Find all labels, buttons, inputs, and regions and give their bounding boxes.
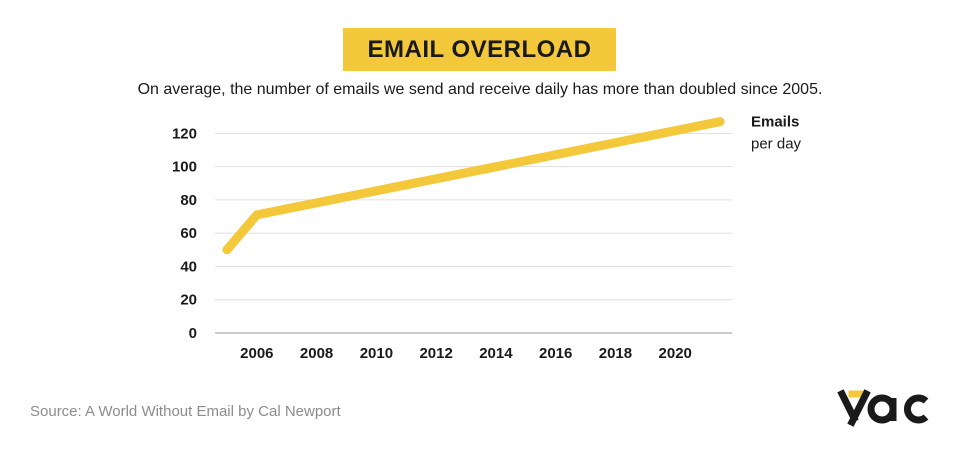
chart-title: EMAIL OVERLOAD: [367, 35, 592, 63]
x-tick-label: 2008: [300, 345, 333, 362]
x-tick-label: 2016: [539, 345, 572, 362]
x-tick-label: 2018: [599, 345, 632, 362]
series-line: [222, 117, 725, 255]
y-tick-label: 100: [172, 159, 197, 176]
chart-subtitle: On average, the number of emails we send…: [137, 81, 823, 98]
series-label-per-day: per day: [751, 136, 802, 153]
x-tick-label: 2020: [659, 345, 692, 362]
x-tick-label: 2014: [479, 345, 513, 362]
y-tick-label: 0: [189, 325, 197, 342]
title-banner: EMAIL OVERLOAD: [343, 28, 616, 71]
x-tick-label: 2006: [240, 345, 273, 362]
yac-logo-icon: [837, 389, 929, 427]
y-tick-label: 80: [180, 192, 197, 209]
series-label-emails: Emails: [751, 114, 799, 131]
y-tick-label: 40: [180, 258, 197, 275]
y-tick-label: 60: [180, 225, 197, 242]
y-tick-label: 20: [180, 292, 197, 309]
x-tick-label: 2010: [360, 345, 393, 362]
source-note: Source: A World Without Email by Cal New…: [30, 403, 341, 420]
y-tick-label: 120: [172, 125, 197, 142]
x-tick-label: 2012: [419, 345, 452, 362]
